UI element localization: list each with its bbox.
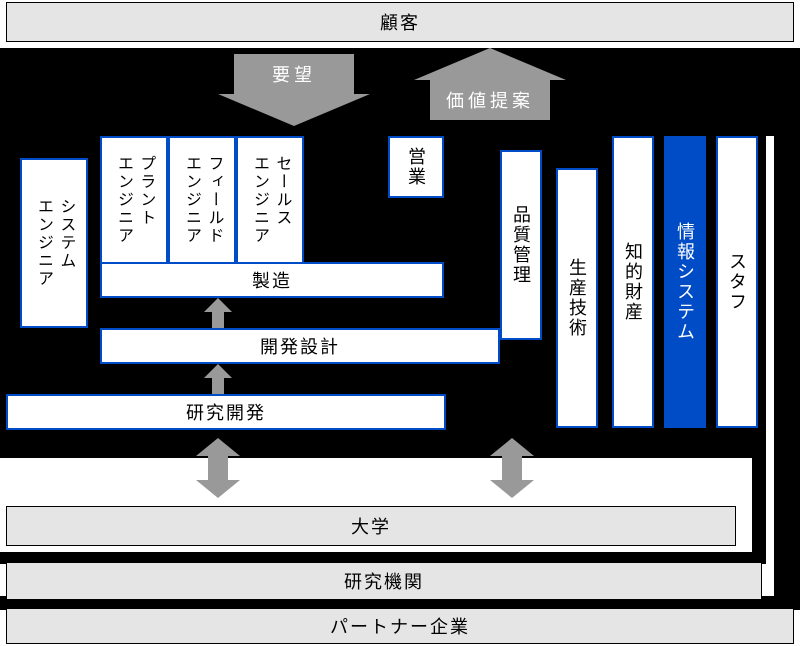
production-label: 生産技術 xyxy=(564,258,590,338)
plant-engineer-label: プラントエンジニア xyxy=(112,155,157,245)
sales-box: 営業 xyxy=(388,136,444,198)
ip-label: 知的財産 xyxy=(620,242,646,322)
info-system-box: 情報システム xyxy=(664,136,706,428)
quality-label: 品質管理 xyxy=(508,205,534,285)
sales-engineer-box: セールスエンジニア xyxy=(236,136,304,264)
university-band: 大学 xyxy=(6,506,736,546)
info-system-label: 情報システム xyxy=(672,222,698,342)
manufacturing-box: 製造 xyxy=(100,262,444,298)
value-arrow-head xyxy=(414,48,566,80)
sales-engineer-label: セールスエンジニア xyxy=(248,155,293,245)
research-band: 研究機関 xyxy=(6,562,762,600)
plant-engineer-box: プラントエンジニア xyxy=(100,136,168,264)
staff-label: スタフ xyxy=(724,252,750,312)
customer-band: 顧客 xyxy=(6,2,794,42)
request-arrow-label: 要望 xyxy=(234,54,354,94)
field-engineer-label: フィールドエンジニア xyxy=(180,155,225,245)
field-engineer-box: フィールドエンジニア xyxy=(168,136,236,264)
arrow-up-icon xyxy=(204,298,232,328)
org-diagram: 顧客 要望 価値提案 スタフ 情報システム 知的財産 生産技術 品質管理 営業 … xyxy=(0,0,800,646)
production-box: 生産技術 xyxy=(556,168,598,428)
double-arrow-icon-2 xyxy=(490,438,534,498)
partner-band: パートナー企業 xyxy=(6,608,794,644)
dev-design-box: 開発設計 xyxy=(100,328,500,364)
ip-box: 知的財産 xyxy=(612,136,654,428)
value-arrow-label: 価値提案 xyxy=(430,80,550,120)
quality-box: 品質管理 xyxy=(500,150,542,340)
rd-box: 研究開発 xyxy=(6,394,446,430)
staff-box: スタフ xyxy=(716,136,758,428)
request-arrow-head xyxy=(218,94,370,126)
system-engineer-label: システムエンジニア xyxy=(32,198,77,288)
double-arrow-icon xyxy=(196,438,240,498)
sales-label: 営業 xyxy=(403,147,429,187)
arrow-up-icon-2 xyxy=(204,364,232,394)
system-engineer-box: システムエンジニア xyxy=(20,158,88,328)
